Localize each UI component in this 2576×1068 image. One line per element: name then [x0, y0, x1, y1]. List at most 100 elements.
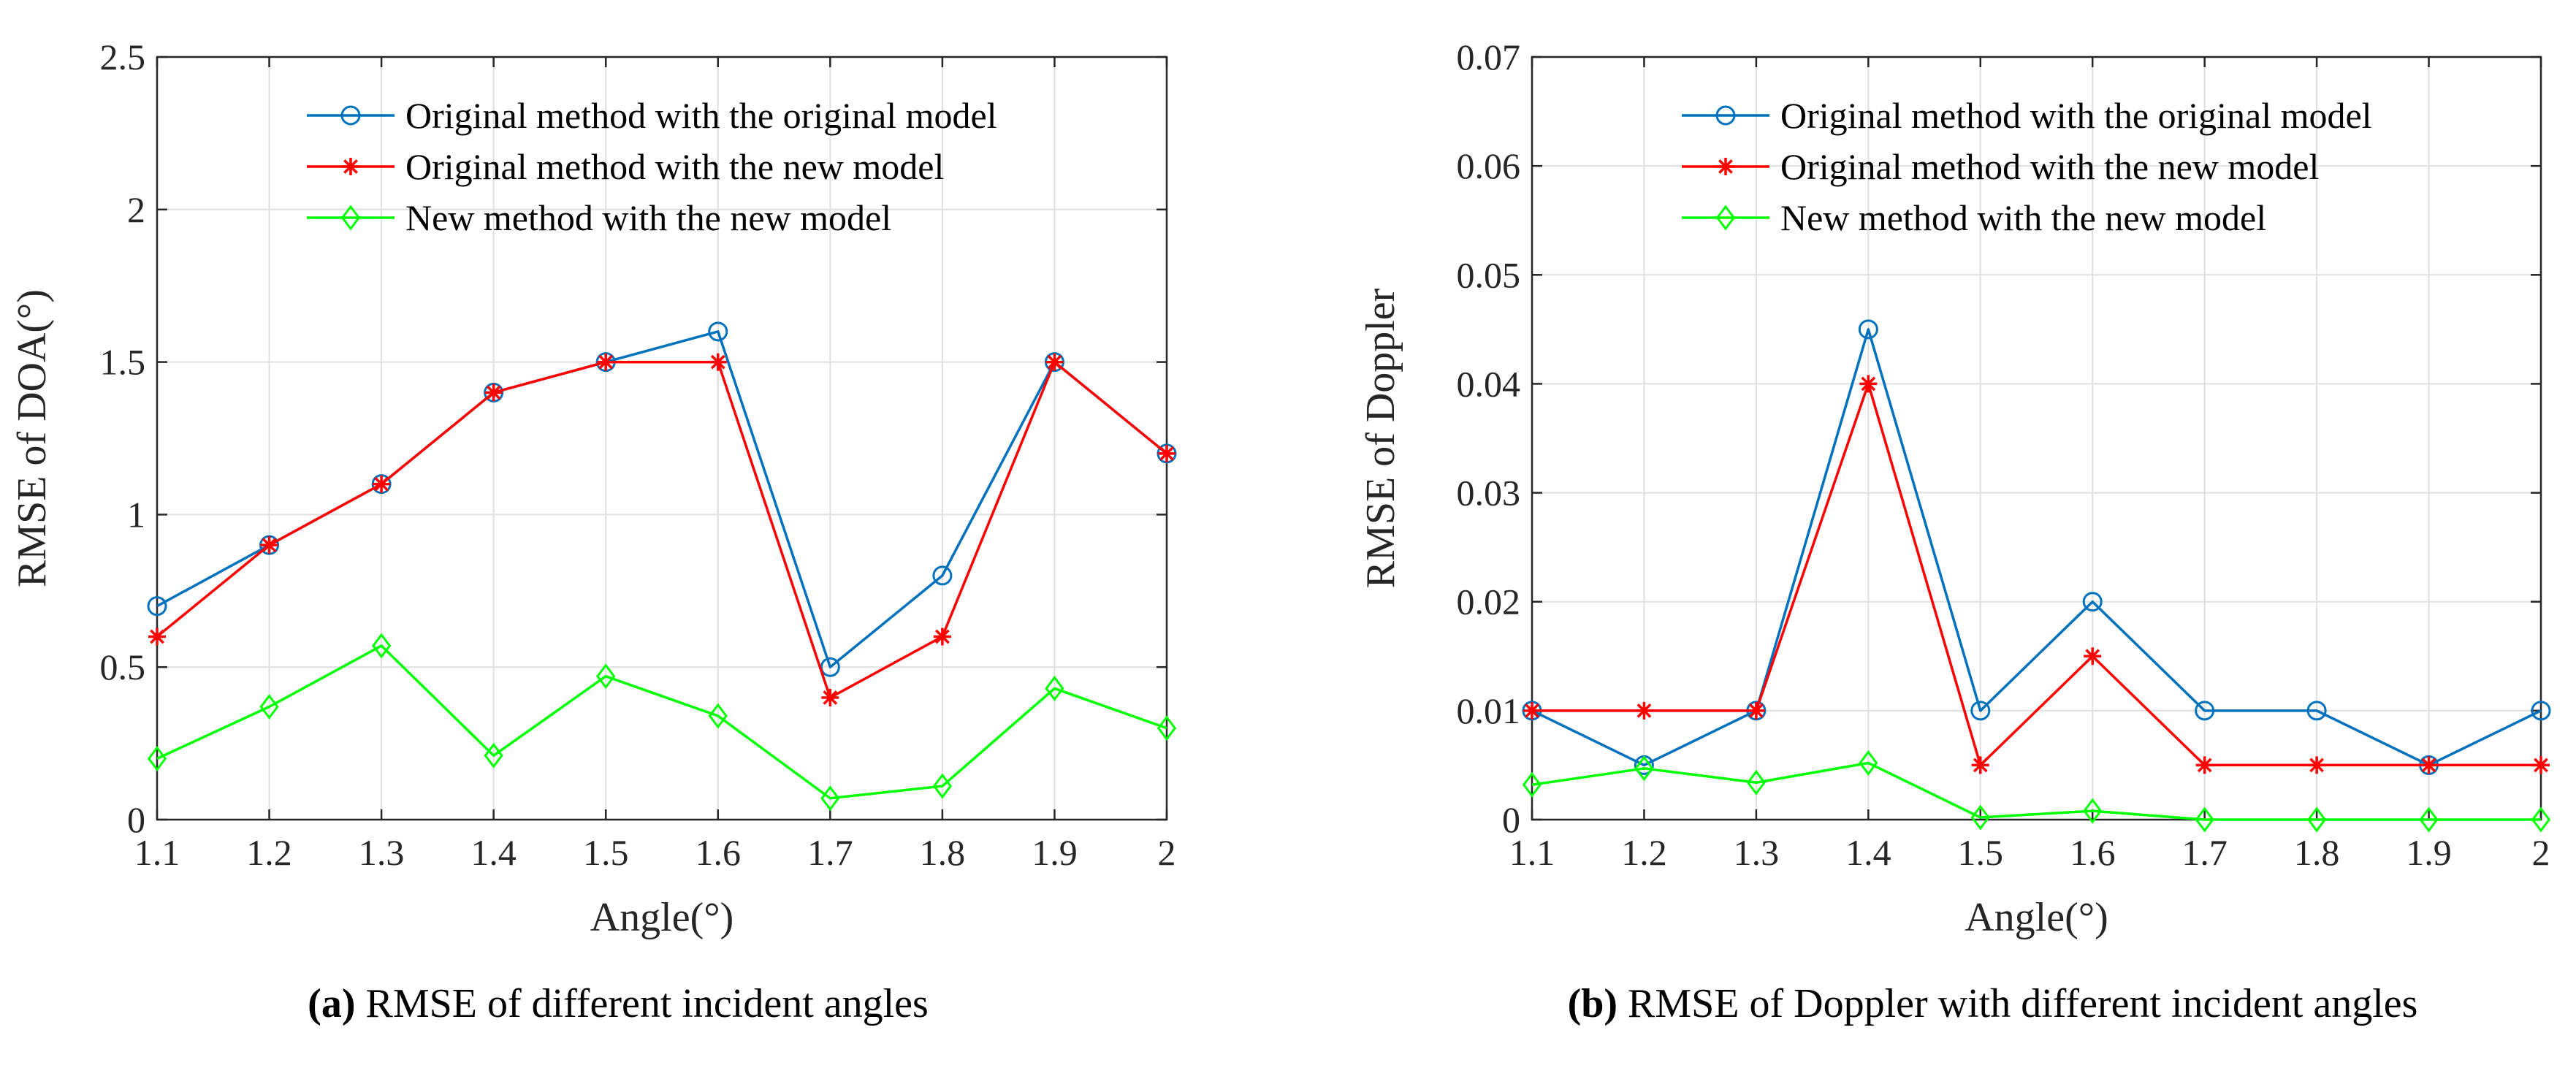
- chart-doppler: 1.1 1.2 1.3 1.4 1.5 1.6 1.7 1.8 1.9 2 0 0.01 0.02 0.0…: [1358, 37, 2551, 1026]
- y-tick-label: 2: [127, 189, 145, 230]
- data-point: [1523, 701, 1541, 720]
- x-tick-label: 1.9: [2406, 832, 2452, 873]
- chart-doa: 1.1 1.2 1.3 1.4 1.5 1.6 1.7 1.8 1.9 2 0 0.5 1 1.5 2 2.5…: [9, 37, 1177, 1026]
- data-point: [596, 663, 616, 690]
- figure-caption: (a) RMSE of different incident angles: [308, 981, 929, 1026]
- x-tick-label: 1.3: [359, 832, 405, 873]
- x-tick-label: 1.6: [696, 832, 742, 873]
- data-point: [2083, 798, 2103, 824]
- legend-swatch-marker: [1715, 105, 1736, 126]
- x-tick-label: 1.3: [1734, 832, 1780, 873]
- series-asterisk-doppler: [1523, 375, 2550, 774]
- data-point: [1971, 756, 1989, 774]
- data-point: [597, 353, 615, 371]
- x-tick-label: 2: [1158, 832, 1176, 873]
- y-tick-label: 0.07: [1457, 37, 1521, 77]
- x-tick-label: 1.8: [2294, 832, 2340, 873]
- y-axis-label: RMSE of Doppler: [1358, 288, 1403, 588]
- x-tick-label: 1.9: [1032, 832, 1078, 873]
- data-point: [373, 475, 391, 493]
- x-tick-label: 1.6: [2070, 832, 2116, 873]
- series-circle-doa: [147, 321, 1177, 677]
- data-point: [1158, 444, 1175, 462]
- data-point: [2195, 701, 2215, 721]
- caption-text: RMSE of Doppler with different incident …: [1628, 981, 2417, 1026]
- y-tick-label: 0.04: [1457, 363, 1521, 404]
- data-point: [1634, 755, 1654, 782]
- data-point: [821, 688, 839, 706]
- data-point: [1635, 701, 1653, 720]
- figure-caption: (b) RMSE of Doppler with different incid…: [1568, 981, 2418, 1026]
- data-point: [2195, 756, 2214, 774]
- data-point: [2308, 756, 2326, 774]
- data-point: [147, 596, 167, 617]
- series-line: [156, 360, 1168, 699]
- x-tick-label: 2: [2532, 832, 2550, 873]
- y-tick-label: 0.02: [1457, 581, 1521, 622]
- legend-entry-label: Original method with the original model: [1780, 95, 2372, 136]
- data-point: [1156, 715, 1177, 741]
- data-point: [2531, 701, 2551, 721]
- legend-swatch-marker: [1715, 205, 1736, 231]
- series-asterisk-doa: [148, 353, 1175, 706]
- data-point: [484, 384, 503, 402]
- caption-text: RMSE of different incident angles: [365, 981, 928, 1026]
- x-tick-label: 1.1: [1509, 832, 1555, 873]
- caption-letter: (b): [1568, 981, 1628, 1026]
- y-tick-label: 1.5: [100, 342, 146, 383]
- data-point: [708, 321, 728, 342]
- plot-area-frame: [1531, 56, 2542, 821]
- data-point: [933, 628, 951, 646]
- series-line: [1531, 328, 2542, 767]
- data-point: [1859, 749, 1878, 776]
- y-tick-label: 0: [127, 799, 145, 840]
- caption-letter: (a): [308, 981, 365, 1026]
- series-diamond-doppler: [1522, 749, 2551, 833]
- y-tick-label: 0.03: [1457, 473, 1521, 514]
- data-point: [709, 353, 727, 371]
- legend: Original method with the original model O…: [1682, 95, 2372, 238]
- x-tick-label: 1.2: [1621, 832, 1667, 873]
- data-point: [2419, 806, 2439, 833]
- legend-swatch-marker: [1717, 158, 1734, 175]
- y-tick-label: 0.06: [1457, 145, 1521, 186]
- y-tick-label: 0.05: [1457, 254, 1521, 295]
- legend-swatch-marker: [340, 205, 361, 231]
- data-point: [1522, 771, 1542, 798]
- data-point: [2084, 647, 2102, 665]
- y-tick-label: 0.01: [1457, 690, 1521, 731]
- data-point: [2082, 592, 2103, 612]
- series-line: [1531, 761, 2541, 821]
- x-tick-label: 1.5: [583, 832, 629, 873]
- data-point: [1045, 353, 1064, 371]
- data-point: [932, 565, 953, 586]
- x-axis-label: Angle(°): [590, 895, 734, 940]
- data-point: [820, 785, 840, 812]
- y-tick-label: 1: [127, 494, 145, 535]
- data-point: [1970, 804, 1990, 831]
- legend-entry-label: New method with the new model: [1780, 197, 2266, 238]
- legend-entry-label: Original method with the original model: [405, 95, 997, 136]
- series-diamond-doa: [147, 633, 1177, 812]
- series-line: [156, 644, 1167, 800]
- y-tick-label: 2.5: [100, 37, 146, 77]
- data-point: [2420, 756, 2438, 774]
- legend-swatch-marker: [340, 105, 361, 126]
- legend-entry-label: Original method with the new model: [405, 146, 944, 187]
- x-tick-label: 1.7: [2181, 832, 2228, 873]
- data-point: [1746, 769, 1767, 796]
- y-tick-label: 0.5: [100, 646, 146, 687]
- series-circle-doppler: [1522, 319, 2551, 775]
- plot-area-frame: [156, 56, 1168, 821]
- x-axis-label: Angle(°): [1965, 895, 2108, 940]
- data-point: [2195, 806, 2214, 833]
- data-point: [371, 633, 392, 659]
- data-point: [2531, 806, 2551, 833]
- data-point: [932, 773, 953, 799]
- x-tick-label: 1.1: [134, 832, 180, 873]
- legend: Original method with the original model O…: [307, 95, 997, 238]
- data-point: [259, 693, 279, 720]
- data-point: [2306, 701, 2327, 721]
- series-line: [1532, 382, 2541, 767]
